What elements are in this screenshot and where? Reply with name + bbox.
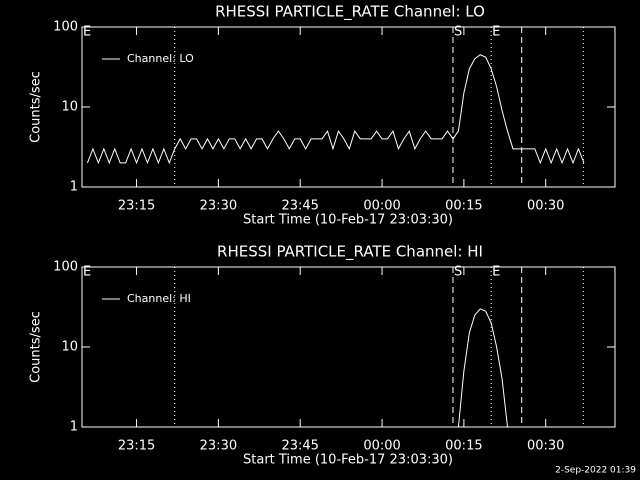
x-tick-label: 23:15 — [118, 199, 155, 214]
x-axis-label: Start Time (10-Feb-17 23:03:30) — [243, 213, 453, 228]
y-axis-label: Counts/sec — [29, 71, 44, 143]
x-tick-label: 23:30 — [200, 199, 237, 214]
data-line — [457, 308, 509, 428]
data-line — [86, 54, 585, 165]
y-tick-label: 10 — [61, 340, 78, 355]
x-tick-label: 23:45 — [281, 199, 318, 214]
event-label: S — [454, 265, 462, 280]
legend-label: Channel: LO — [127, 52, 194, 65]
y-tick-label: 100 — [53, 20, 78, 35]
y-tick-label: 100 — [53, 260, 78, 275]
event-label: E — [492, 265, 500, 280]
x-tick-label: 00:30 — [527, 199, 564, 214]
y-tick-label: 1 — [70, 180, 78, 195]
x-tick-label: 00:30 — [527, 439, 564, 454]
x-tick-label: 00:15 — [445, 439, 482, 454]
legend-label: Channel: HI — [127, 292, 191, 305]
x-axis-label: Start Time (10-Feb-17 23:03:30) — [243, 453, 453, 468]
chart-title: RHESSI PARTICLE_RATE Channel: LO — [215, 3, 485, 22]
x-tick-label: 23:30 — [200, 439, 237, 454]
x-tick-label: 00:15 — [445, 199, 482, 214]
event-label: E — [83, 25, 91, 40]
y-tick-label: 1 — [70, 420, 78, 435]
x-tick-label: 00:00 — [363, 199, 400, 214]
x-tick-label: 23:15 — [118, 439, 155, 454]
event-label: S — [454, 25, 462, 40]
chart-title: RHESSI PARTICLE_RATE Channel: HI — [217, 243, 483, 262]
footer: 2-Sep-2022 01:39 — [555, 466, 636, 476]
x-tick-label: 23:45 — [281, 439, 318, 454]
x-tick-label: 00:00 — [363, 439, 400, 454]
plot-frame — [81, 266, 616, 428]
event-label: E — [83, 265, 91, 280]
y-tick-label: 10 — [61, 100, 78, 115]
event-label: E — [492, 25, 500, 40]
y-axis-label: Counts/sec — [29, 311, 44, 383]
plot-frame — [81, 26, 616, 188]
